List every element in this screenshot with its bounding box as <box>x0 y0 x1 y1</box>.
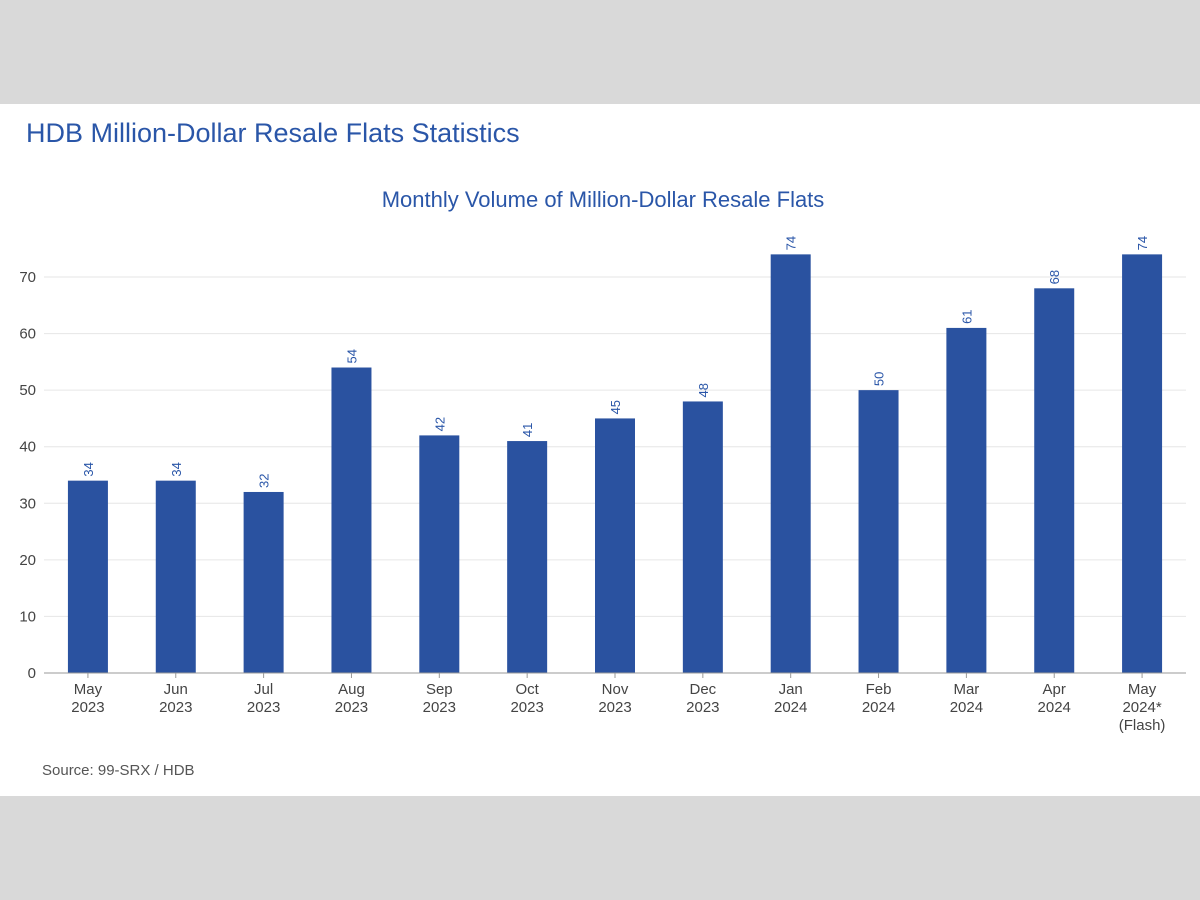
y-tick-label: 50 <box>19 382 36 399</box>
x-tick-label: Jul 2023 <box>247 681 280 716</box>
bar <box>770 254 811 673</box>
x-tick-label: Mar 2024 <box>950 681 983 716</box>
x-axis: May 2023 Jun 2023 Jul 2023 Aug 2023 Sep 2023 Oct 20… <box>44 672 1186 734</box>
data-label: 41 <box>520 423 535 437</box>
bar <box>331 367 372 673</box>
source-note: Source: 99-SRX / HDB <box>42 762 195 779</box>
data-labels: 34 34 32 54 42 41 45 48 74 50 61 68 74 <box>81 236 1150 488</box>
bar <box>507 441 548 673</box>
data-label: 32 <box>257 474 272 488</box>
data-label: 50 <box>872 372 887 386</box>
data-label: 42 <box>432 417 447 431</box>
x-tick-label: Dec 2023 <box>686 681 719 716</box>
data-label: 48 <box>696 383 711 397</box>
data-label: 54 <box>344 349 359 363</box>
bar <box>682 401 723 673</box>
y-tick-label: 30 <box>19 495 36 512</box>
data-label: 34 <box>81 462 96 476</box>
chart-title: Monthly Volume of Million-Dollar Resale … <box>382 187 825 212</box>
x-tick-label: Jun 2023 <box>159 681 192 716</box>
y-tick-label: 20 <box>19 552 36 569</box>
bar <box>946 327 987 673</box>
x-tick-label: Oct 2023 <box>510 681 543 716</box>
x-tick-label: Sep 2023 <box>423 681 456 716</box>
page-title: HDB Million-Dollar Resale Flats Statisti… <box>26 118 520 148</box>
bar <box>243 491 284 673</box>
y-tick-label: 0 <box>28 665 36 682</box>
bar <box>858 390 899 673</box>
x-tick-label: Feb 2024 <box>862 681 895 716</box>
x-tick-label: Aug 2023 <box>335 681 368 716</box>
x-tick-label: Jan 2024 <box>774 681 807 716</box>
bars <box>67 254 1163 673</box>
y-tick-label: 40 <box>19 439 36 456</box>
y-tick-label: 10 <box>19 608 36 625</box>
data-label: 74 <box>1135 236 1150 250</box>
data-label: 34 <box>169 462 184 476</box>
data-label: 74 <box>784 236 799 250</box>
data-label: 45 <box>608 400 623 414</box>
bar <box>67 480 108 673</box>
bar <box>1122 254 1163 673</box>
bar <box>419 435 460 673</box>
data-label: 61 <box>959 309 974 323</box>
y-tick-label: 60 <box>19 326 36 343</box>
data-label: 68 <box>1047 270 1062 284</box>
y-axis: 0 10 20 30 40 50 60 70 <box>19 269 36 682</box>
bar <box>1034 288 1075 673</box>
x-tick-label: Apr 2024 <box>1038 681 1071 716</box>
x-tick-label: Nov 2023 <box>598 681 631 716</box>
bar <box>155 480 196 673</box>
x-tick-label: May 2024* (Flash) <box>1119 681 1166 734</box>
bar-chart: Monthly Volume of Million-Dollar Resale … <box>19 187 1186 734</box>
bar <box>595 418 635 673</box>
y-tick-label: 70 <box>19 269 36 286</box>
x-tick-label: May 2023 <box>71 681 104 716</box>
